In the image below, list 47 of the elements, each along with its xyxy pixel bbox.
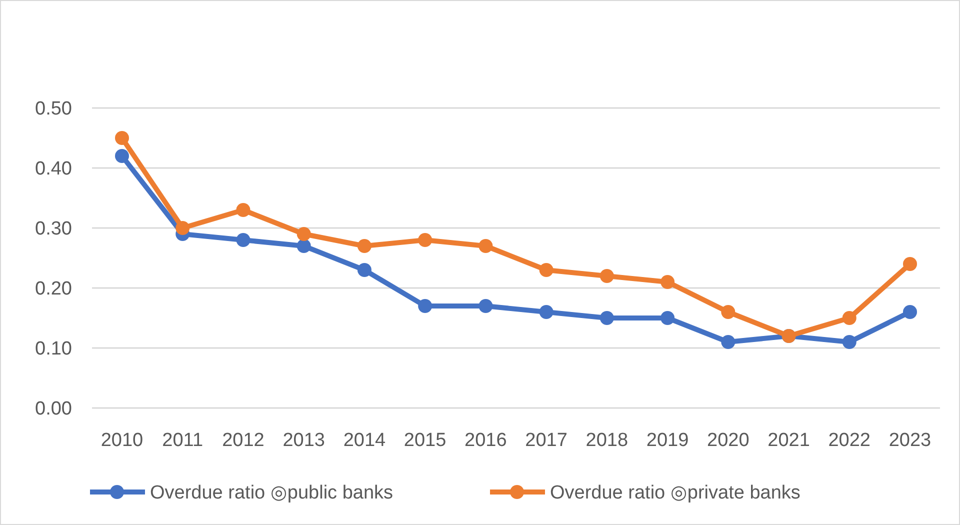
- x-tick-label: 2017: [525, 430, 568, 451]
- x-tick-label: 2021: [768, 430, 810, 451]
- x-tick-label: 2022: [828, 430, 871, 451]
- point: [478, 239, 493, 253]
- point: [660, 311, 675, 325]
- point: [236, 233, 250, 247]
- x-tick-label: 2010: [100, 430, 144, 451]
- point: [478, 299, 493, 313]
- point: [357, 263, 372, 277]
- point: [115, 149, 129, 163]
- x-tick-label: 2015: [404, 430, 446, 451]
- point: [418, 299, 432, 313]
- point: [539, 305, 554, 319]
- y-tick-label: 0.30: [35, 218, 72, 240]
- legend-label: Overdue ratio ◎public banks: [150, 482, 394, 504]
- point: [903, 257, 917, 271]
- y-tick-label: 0.10: [35, 338, 72, 360]
- x-tick-label: 2016: [464, 430, 507, 451]
- x-tick-label: 2012: [222, 430, 264, 451]
- point: [236, 203, 250, 217]
- point: [296, 239, 311, 253]
- point: [903, 305, 917, 319]
- y-tick-label: 0.50: [35, 98, 72, 120]
- x-tick-label: 2013: [282, 430, 325, 451]
- point: [418, 233, 432, 247]
- x-tick-label: 2023: [888, 430, 932, 451]
- point: [539, 263, 554, 277]
- y-tick-label: 0.40: [35, 158, 72, 180]
- legend-label: Overdue ratio ◎private banks: [550, 482, 800, 504]
- x-tick-label: 2011: [162, 430, 204, 451]
- y-tick-label: 0.00: [35, 398, 72, 420]
- point: [660, 275, 675, 289]
- x-tick-label: 2018: [586, 430, 628, 451]
- y-tick-label: 0.20: [35, 278, 72, 300]
- point: [600, 311, 614, 325]
- point: [357, 239, 372, 253]
- x-tick-label: 2019: [646, 430, 689, 451]
- x-tick-label: 2014: [343, 430, 386, 451]
- point: [842, 311, 856, 325]
- point: [176, 221, 190, 235]
- point: [296, 227, 311, 241]
- point: [842, 335, 856, 349]
- point: [721, 305, 736, 319]
- x-tick-label: 2020: [707, 430, 750, 451]
- point: [600, 269, 614, 283]
- point: [115, 131, 129, 145]
- point: [721, 335, 736, 349]
